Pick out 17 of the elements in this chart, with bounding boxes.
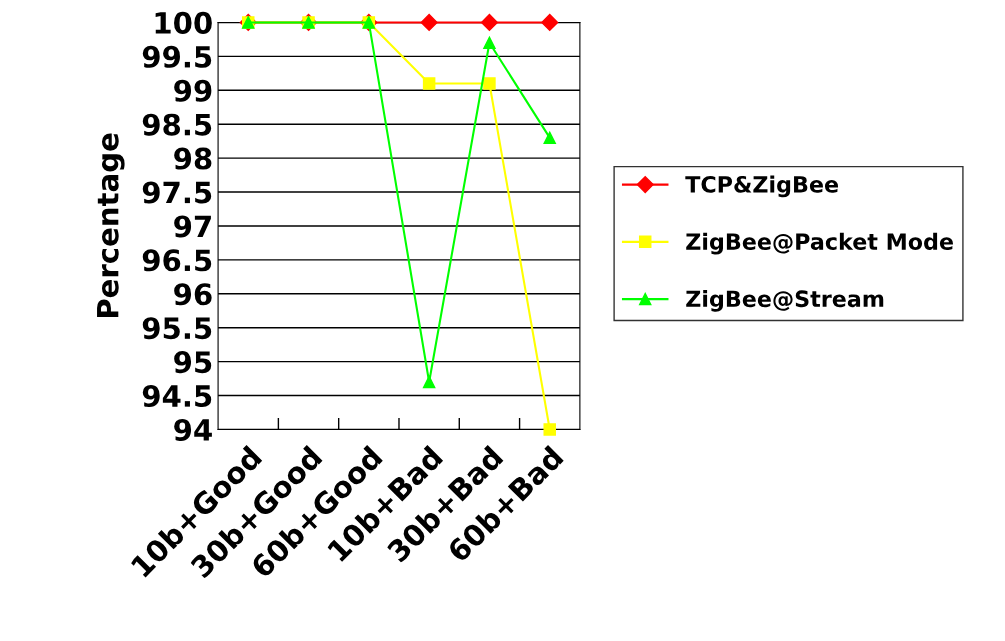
y-tick-label: 96.5 [142,249,212,272]
y-tick-label: 94.5 [142,385,212,408]
y-tick-label: 95.5 [142,317,212,340]
y-tick-label: 95 [174,351,212,374]
y-tick-label: 94 [174,418,212,441]
y-tick-label: 100 [155,11,212,34]
y-tick-label: 97.5 [142,181,212,204]
y-tick-label: 98 [174,147,212,170]
legend-label: ZigBee@Stream [686,289,884,312]
y-tick-label: 99 [174,79,212,102]
y-tick-label: 98.5 [142,113,212,136]
y-tick-label: 96 [174,283,212,306]
legend-label: TCP&ZigBee [685,175,838,198]
y-axis-title: Percentage [97,133,125,318]
legend-label: ZigBee@Packet Mode [686,232,953,255]
y-tick-label: 97 [174,215,211,238]
y-tick-label: 99.5 [142,45,212,68]
